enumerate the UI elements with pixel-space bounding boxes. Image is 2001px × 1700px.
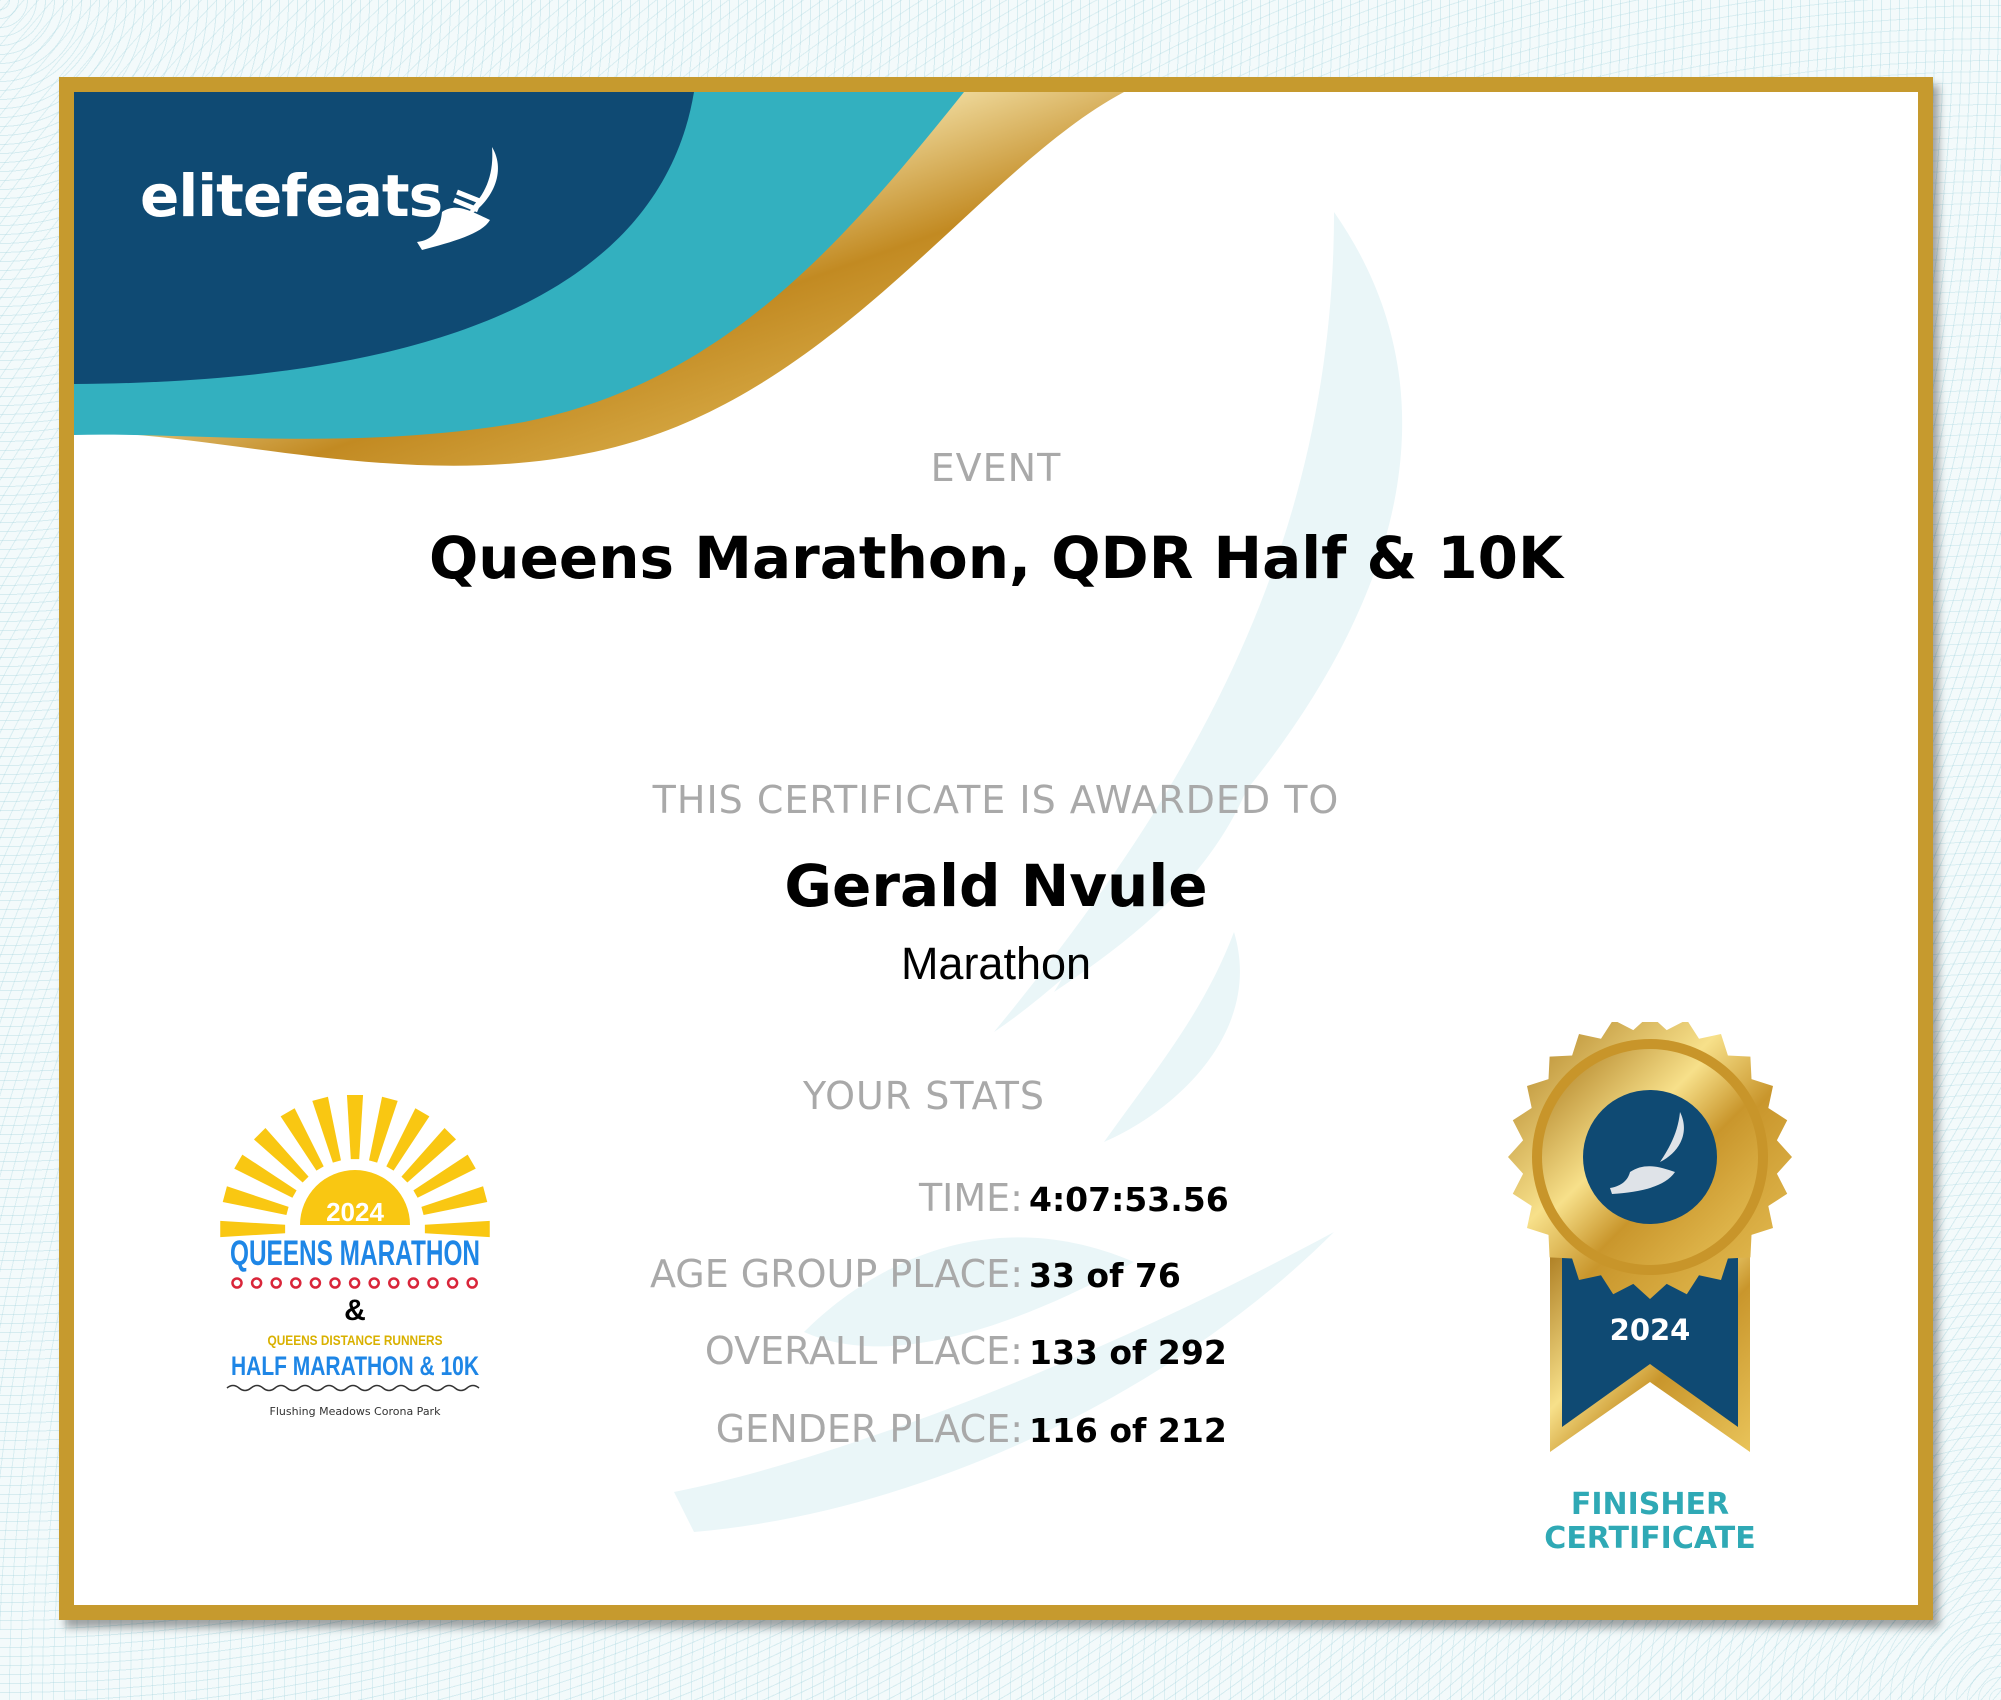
winged-foot-icon <box>417 147 498 250</box>
badge-line1: FINISHER <box>1570 1487 1730 1522</box>
event-label: EVENT <box>930 446 1062 490</box>
logo-year: 2024 <box>326 1197 384 1227</box>
navy-band <box>74 92 694 384</box>
logo-dot <box>388 1277 400 1289</box>
sun-ray <box>222 1186 289 1215</box>
logo-location: Flushing Meadows Corona Park <box>270 1405 442 1418</box>
sun-ray <box>346 1095 364 1160</box>
brand-name: elitefeats <box>140 162 443 230</box>
logo-dot <box>250 1277 263 1289</box>
logo-line1: QUEENS MARATHON <box>230 1234 480 1273</box>
corner-decoration <box>74 92 1124 466</box>
sun <box>300 1170 410 1225</box>
logo-dot <box>270 1277 282 1289</box>
stats-label: YOUR STATS <box>802 1074 1046 1118</box>
logo-dot <box>348 1277 361 1289</box>
logo-line2: QUEENS DISTANCE RUNNERS <box>268 1332 443 1348</box>
logo-dot <box>329 1277 341 1289</box>
medal-center <box>1583 1090 1717 1224</box>
stat-value: 33 of 76 <box>1029 1256 1181 1295</box>
logo-line3: HALF MARATHON & 10K <box>231 1351 479 1381</box>
sun-ray <box>424 1220 490 1238</box>
sun-rays <box>220 1095 490 1238</box>
brand-logo: elitefeats <box>140 162 443 230</box>
sun-ray <box>220 1220 286 1238</box>
stat-row-gender: GENDER PLACE: 116 of 212 <box>74 1407 1918 1457</box>
logo-dot <box>466 1277 478 1289</box>
sun-ray <box>413 1154 476 1198</box>
badge-year: 2024 <box>1610 1313 1691 1347</box>
sun-ray <box>386 1108 430 1171</box>
logo-dot <box>231 1277 243 1289</box>
award-label: THIS CERTIFICATE IS AWARDED TO <box>652 778 1340 822</box>
certificate: elitefeats EVENT Queens Marathon, QDR Ha… <box>59 77 1933 1620</box>
logo-dot <box>407 1277 420 1289</box>
winged-foot-watermark <box>674 212 1403 1532</box>
logo-dot <box>290 1277 302 1289</box>
winged-foot-icon <box>1610 1112 1684 1194</box>
logo-dot <box>368 1277 380 1289</box>
logo-amp: & <box>344 1294 366 1327</box>
sun-ray <box>234 1154 297 1198</box>
logo-dot <box>427 1277 439 1289</box>
stat-label: OVERALL PLACE: <box>704 1329 1023 1373</box>
badge-line2: CERTIFICATE <box>1544 1521 1756 1556</box>
stat-row-age-group: AGE GROUP PLACE: 33 of 76 <box>74 1252 1918 1302</box>
sun-ray <box>421 1186 488 1215</box>
stat-label: GENDER PLACE: <box>715 1407 1023 1451</box>
finisher-caption: FINISHER CERTIFICATE <box>1500 1488 1800 1556</box>
wave-divider <box>226 1384 480 1392</box>
sun-ray <box>312 1096 341 1163</box>
recipient-name: Gerald Nvule <box>784 852 1208 920</box>
event-logo: 2024 QUEENS MARATHON & QUEENS DISTANCE R… <box>220 1095 490 1418</box>
logo-dot <box>446 1277 459 1289</box>
stat-label: AGE GROUP PLACE: <box>649 1252 1023 1296</box>
logo-dots <box>231 1277 478 1289</box>
finisher-badge: 2024 <box>1508 1022 1792 1452</box>
sun-ray <box>401 1127 457 1183</box>
stat-row-time: TIME: 4:07:53.56 <box>74 1176 1918 1226</box>
sun-ray <box>280 1108 324 1171</box>
race-name: Marathon <box>900 938 1092 989</box>
stat-row-overall: OVERALL PLACE: 133 of 292 <box>74 1329 1918 1379</box>
stat-label: TIME: <box>918 1176 1023 1220</box>
ribbon <box>1562 1252 1738 1427</box>
event-title: Queens Marathon, QDR Half & 10K <box>429 524 1563 592</box>
sun-ray <box>253 1127 309 1183</box>
stat-value: 116 of 212 <box>1029 1411 1227 1450</box>
stat-value: 4:07:53.56 <box>1029 1180 1229 1219</box>
logo-dot <box>309 1277 322 1289</box>
sun-ray <box>369 1096 398 1163</box>
stat-value: 133 of 292 <box>1029 1333 1227 1372</box>
